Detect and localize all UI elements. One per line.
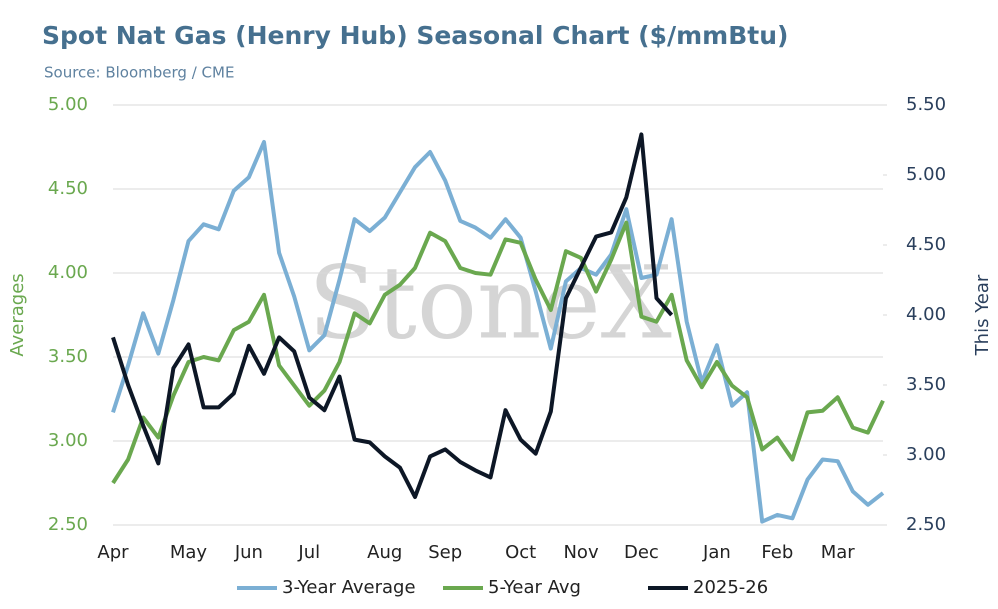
chart-title: Spot Nat Gas (Henry Hub) Seasonal Chart …	[42, 21, 788, 50]
x-tick-label: Oct	[505, 542, 536, 563]
y2-tick-label: 5.50	[906, 94, 946, 115]
y-tick-label: 4.50	[48, 178, 88, 199]
x-tick-label: Jan	[702, 542, 731, 563]
x-tick-label: Nov	[563, 542, 598, 563]
y-tick-label: 3.00	[48, 430, 88, 451]
y2-tick-label: 2.50	[906, 514, 946, 535]
series-line	[111, 220, 885, 485]
x-tick-label: Jun	[234, 542, 263, 563]
watermark: StoneX	[308, 245, 672, 362]
x-tick-label: Apr	[97, 542, 129, 563]
series-line	[111, 132, 674, 499]
y-tick-label: 5.00	[48, 94, 88, 115]
y2-tick-label: 3.50	[906, 374, 946, 395]
x-tick-label: Feb	[761, 542, 793, 563]
y2-tick-label: 4.00	[906, 304, 946, 325]
series-line	[111, 140, 885, 524]
y-tick-label: 4.00	[48, 262, 88, 283]
y2-tick-label: 5.00	[906, 164, 946, 185]
y2-tick-label: 3.00	[906, 444, 946, 465]
x-tick-label: Jul	[297, 542, 320, 563]
y-axis-title: Averages	[7, 273, 28, 356]
x-tick-label: Sep	[428, 542, 462, 563]
x-tick-label: Dec	[624, 542, 659, 563]
y-tick-label: 2.50	[48, 514, 88, 535]
x-tick-label: Mar	[821, 542, 856, 563]
legend-label: 3-Year Average	[282, 577, 416, 598]
x-tick-label: Aug	[367, 542, 402, 563]
chart-subtitle: Source: Bloomberg / CME	[44, 64, 234, 82]
legend-label: 2025-26	[693, 577, 768, 598]
y2-tick-label: 4.50	[906, 234, 946, 255]
y-tick-label: 3.50	[48, 346, 88, 367]
x-tick-label: May	[170, 542, 208, 563]
y2-axis-title: This Year	[972, 274, 993, 356]
legend-label: 5-Year Avg	[488, 577, 581, 598]
